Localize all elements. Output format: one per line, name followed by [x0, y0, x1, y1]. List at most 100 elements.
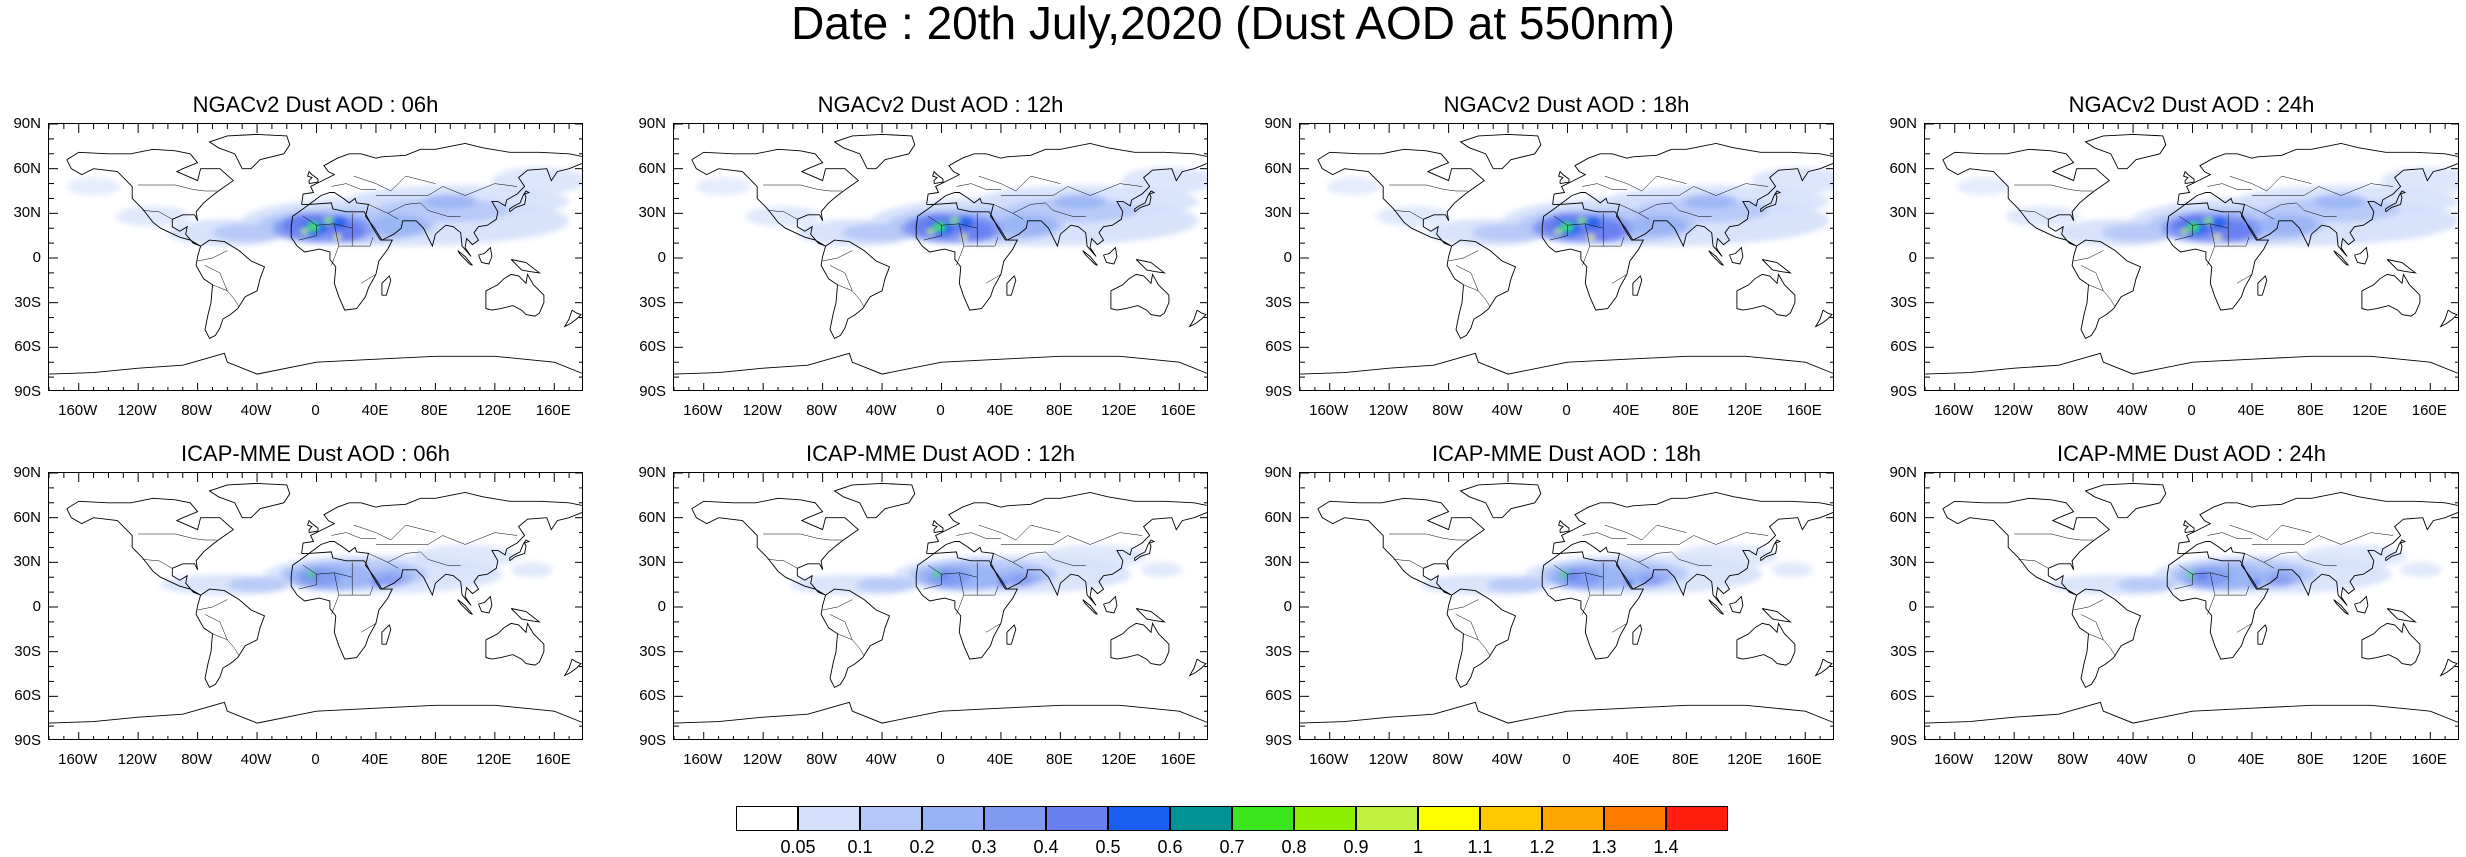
longitude-label: 120W	[117, 751, 157, 768]
longitude-label: 0	[2187, 402, 2196, 419]
coastline	[195, 239, 266, 340]
colorbar-label: 1	[1412, 837, 1423, 857]
dust-contour	[2302, 544, 2407, 569]
country-border	[2236, 623, 2253, 633]
longitude-label: 0	[2187, 751, 2196, 768]
dust-contour	[696, 177, 750, 196]
country-border	[142, 559, 173, 569]
coastline	[307, 170, 319, 185]
dust-contour	[2268, 574, 2293, 587]
country-border	[1393, 559, 1424, 569]
colorbar-label: 1.4	[1653, 837, 1679, 857]
country-border	[212, 284, 240, 308]
country-border	[331, 183, 376, 190]
country-border	[822, 250, 853, 262]
coastline	[833, 482, 916, 519]
latitude-label: 0	[1283, 249, 1292, 266]
country-border	[2080, 614, 2104, 640]
latitude-label: 30N	[13, 553, 41, 571]
longitude-label: 80W	[1432, 402, 1464, 419]
country-border	[829, 614, 853, 640]
longitude-label: 80W	[181, 402, 213, 419]
country-border	[2229, 175, 2312, 192]
country-border	[927, 562, 978, 578]
dust-aod-map	[674, 124, 1207, 390]
map-plot-area	[1924, 472, 2459, 740]
country-border	[956, 532, 1001, 539]
coastline	[1761, 608, 1793, 623]
latitude-label: 60N	[1889, 508, 1917, 526]
country-border	[204, 265, 228, 291]
country-border	[1603, 237, 1625, 247]
coastline	[563, 658, 582, 677]
colorbar-swatch	[984, 806, 1046, 831]
latitude-label: 90N	[13, 115, 41, 132]
coastline	[2177, 491, 2458, 606]
coastline	[49, 701, 582, 724]
country-border	[1604, 175, 1687, 192]
colorbar-swatch	[1294, 806, 1356, 831]
latitude-label: 90S	[14, 732, 41, 749]
dust-contour	[745, 205, 820, 227]
country-border	[1455, 614, 1479, 640]
coastline	[1317, 497, 1486, 596]
coastline	[1459, 133, 1542, 170]
colorbar-swatch	[860, 806, 922, 831]
dust-contour	[329, 216, 348, 229]
country-border	[204, 614, 228, 640]
colorbar-label: 0.7	[1219, 837, 1245, 857]
latitude-label: 30S	[14, 293, 41, 311]
longitude-label: 40E	[361, 402, 389, 419]
coastline	[1446, 239, 1517, 340]
dust-contour	[115, 205, 191, 227]
dust-contour	[997, 214, 1058, 236]
dust-aod-map	[49, 473, 582, 739]
dust-contour	[1121, 167, 1207, 194]
dust-contour	[511, 562, 553, 578]
coastline	[1082, 250, 1098, 266]
coastline	[915, 551, 1019, 660]
country-border	[1582, 532, 1627, 539]
map-plot-area	[1299, 123, 1834, 391]
latitude-label: 30N	[13, 204, 41, 222]
longitude-label: 120W	[742, 402, 782, 419]
panel-title: NGACv2 Dust AOD : 24h	[2068, 92, 2315, 117]
coastline	[1558, 170, 1570, 185]
dust-contour	[423, 193, 477, 209]
coastline	[1135, 608, 1167, 623]
longitude-label: 160E	[535, 751, 571, 768]
coastline	[1814, 309, 1833, 328]
dust-contour	[1751, 167, 1833, 194]
dust-contour	[413, 544, 518, 569]
coastline	[2361, 273, 2421, 317]
latitude-label: 90N	[1264, 115, 1292, 132]
country-border	[1626, 532, 1769, 545]
coastline	[1761, 259, 1793, 274]
country-border	[2014, 533, 2093, 541]
coastline	[1135, 259, 1167, 274]
coastline	[1188, 658, 1207, 677]
longitude-label: 160W	[1934, 751, 1974, 768]
longitude-label: 160E	[1786, 402, 1822, 419]
coastline	[2333, 250, 2349, 266]
dust-contour	[2005, 205, 2080, 227]
coastline	[1552, 142, 1833, 257]
dust-contour	[2217, 220, 2254, 242]
country-border	[360, 274, 377, 284]
dust-contour	[841, 223, 917, 242]
longitude-label: 80W	[806, 751, 838, 768]
latitude-label: 60S	[639, 687, 666, 705]
coastline	[820, 239, 891, 340]
longitude-label: 0	[311, 751, 320, 768]
dust-field	[696, 167, 1207, 247]
longitude-label: 0	[936, 751, 945, 768]
dust-contour	[2312, 193, 2367, 209]
country-border	[1582, 246, 1591, 266]
dust-contour	[378, 574, 403, 587]
coastline	[2386, 608, 2418, 623]
dust-contour	[2257, 214, 2318, 236]
coastline	[208, 482, 291, 519]
country-border	[1638, 202, 1712, 217]
latitude-label: 90N	[638, 115, 666, 132]
latitude-label: 60S	[1890, 338, 1917, 356]
